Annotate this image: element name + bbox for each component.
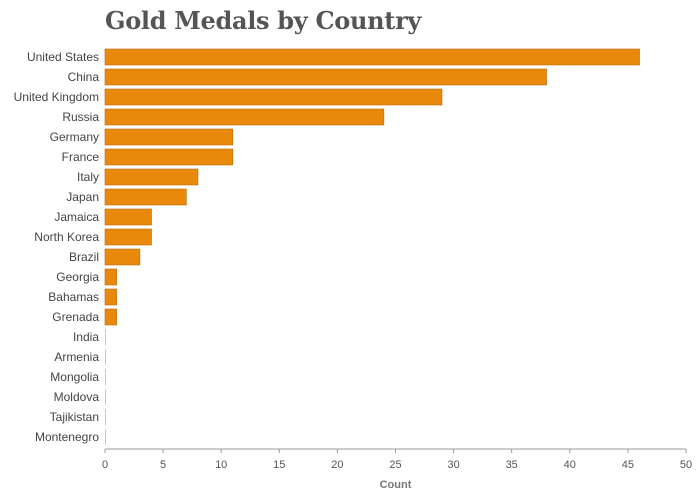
bar [104,248,141,266]
x-tick-label: 25 [389,459,401,471]
bar [104,108,385,126]
x-tick-label: 15 [273,459,285,471]
category-label: United Kingdom [14,90,99,104]
bar [104,308,117,326]
bar [104,48,640,66]
bar [104,268,117,286]
bars-group [104,48,640,445]
x-axis-title: Count [380,479,412,491]
bar [105,429,106,445]
category-label: Brazil [69,250,99,264]
x-tick-label: 45 [622,459,634,471]
bar [104,128,234,146]
bar [105,409,106,425]
bar [104,68,547,86]
category-label: China [68,70,100,84]
category-label: North Korea [34,230,99,244]
category-label: Tajikistan [50,410,99,424]
x-tick-label: 10 [215,459,227,471]
x-tick-label: 20 [331,459,343,471]
category-label: Armenia [54,350,99,364]
x-tick-label: 35 [506,459,518,471]
category-label: Germany [50,130,99,144]
bar [104,168,199,186]
bar [104,228,152,246]
category-label: Jamaica [54,210,99,224]
category-label: Montenegro [35,430,99,444]
chart-title: Gold Medals by Country [105,6,422,35]
bar [105,349,106,365]
bar [105,369,106,385]
bar [104,188,187,206]
category-label: Mongolia [50,370,99,384]
bar [104,88,443,106]
bar [105,329,106,345]
category-label: India [73,330,99,344]
category-label: Grenada [52,310,99,324]
bar [104,288,117,306]
category-label: Italy [77,170,99,184]
bar [104,208,152,226]
x-tick-label: 5 [160,459,166,471]
category-label: United States [27,50,99,64]
category-label: France [62,150,100,164]
x-tick-label: 30 [447,459,459,471]
bar [104,148,234,166]
category-label: Moldova [54,390,100,404]
x-tick-label: 50 [680,459,692,471]
category-label: Georgia [56,270,99,284]
x-tick-label: 0 [102,459,108,471]
bar [105,389,106,405]
category-labels: United States China United Kingdom Russia Ge… [14,50,100,444]
category-label: Bahamas [48,290,99,304]
category-label: Russia [62,110,99,124]
x-tick-label: 40 [564,459,576,471]
category-label: Japan [66,190,99,204]
x-axis: 0 5 10 15 20 25 30 35 40 45 50 [102,448,692,471]
